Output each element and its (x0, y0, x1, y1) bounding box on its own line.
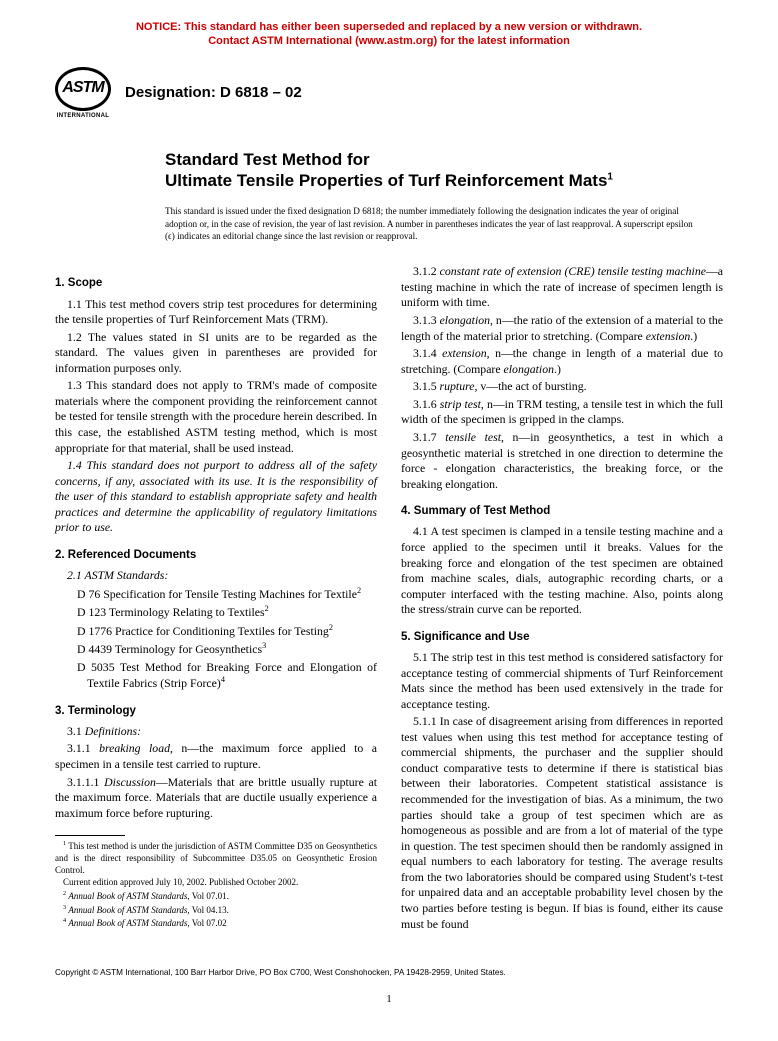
footnote-2: 2 Annual Book of ASTM Standards, Vol 07.… (55, 890, 377, 903)
header: ASTM INTERNATIONAL Designation: D 6818 –… (55, 63, 723, 123)
def-strip-test: 3.1.6 strip test, n—in TRM testing, a te… (401, 397, 723, 428)
title-line2: Ultimate Tensile Properties of Turf Rein… (165, 170, 723, 191)
para-1-3: 1.3 This standard does not apply to TRM'… (55, 378, 377, 456)
def-tensile-test: 3.1.7 tensile test, n—in geosynthetics, … (401, 430, 723, 492)
ref-d5035: D 5035 Test Method for Breaking Force an… (77, 660, 377, 692)
footnote-1b: Current edition approved July 10, 2002. … (55, 877, 377, 889)
notice-line1: NOTICE: This standard has either been su… (136, 21, 642, 33)
def-discussion: 3.1.1.1 Discussion—Materials that are br… (55, 775, 377, 822)
para-1-1: 1.1 This test method covers strip test p… (55, 297, 377, 328)
para-1-4: 1.4 This standard does not purport to ad… (55, 458, 377, 536)
right-column: 3.1.2 constant rate of extension (CRE) t… (401, 264, 723, 934)
def-extension: 3.1.4 extension, n—the change in length … (401, 346, 723, 377)
logo-text: ASTM (55, 67, 111, 111)
scope-heading: 1. Scope (55, 276, 377, 291)
para-5-1-1: 5.1.1 In case of disagreement arising fr… (401, 714, 723, 932)
notice-banner: NOTICE: This standard has either been su… (55, 20, 723, 49)
title-block: Standard Test Method for Ultimate Tensil… (165, 149, 723, 192)
page-number: 1 (55, 993, 723, 1005)
copyright-line: Copyright © ASTM International, 100 Barr… (55, 968, 723, 977)
designation: Designation: D 6818 – 02 (125, 84, 302, 101)
significance-heading: 5. Significance and Use (401, 630, 723, 645)
term-sub: 3.1 Definitions: (55, 724, 377, 740)
left-column: 1. Scope 1.1 This test method covers str… (55, 264, 377, 934)
para-4-1: 4.1 A test specimen is clamped in a tens… (401, 524, 723, 617)
notice-line2: Contact ASTM International (www.astm.org… (208, 35, 570, 47)
astm-logo: ASTM INTERNATIONAL (55, 63, 111, 123)
body-columns: 1. Scope 1.1 This test method covers str… (55, 264, 723, 934)
issuance-note: This standard is issued under the fixed … (165, 205, 693, 242)
ref-d4439: D 4439 Terminology for Geosynthetics3 (77, 641, 377, 657)
def-rupture: 3.1.5 rupture, v—the act of bursting. (401, 379, 723, 395)
footnote-3: 3 Annual Book of ASTM Standards, Vol 04.… (55, 904, 377, 917)
title-line1: Standard Test Method for (165, 149, 723, 170)
ref-d1776: D 1776 Practice for Conditioning Textile… (77, 623, 377, 639)
para-5-1: 5.1 The strip test in this test method i… (401, 650, 723, 712)
footnote-rule (55, 835, 125, 836)
ref-d76: D 76 Specification for Tensile Testing M… (77, 586, 377, 602)
refdocs-sub: 2.1 ASTM Standards: (55, 568, 377, 584)
def-elongation: 3.1.3 elongation, n—the ratio of the ext… (401, 313, 723, 344)
footnotes: 1 This test method is under the jurisdic… (55, 840, 377, 930)
footnote-4: 4 Annual Book of ASTM Standards, Vol 07.… (55, 917, 377, 930)
summary-heading: 4. Summary of Test Method (401, 504, 723, 519)
refdocs-heading: 2. Referenced Documents (55, 548, 377, 563)
logo-subtext: INTERNATIONAL (57, 113, 109, 119)
terminology-heading: 3. Terminology (55, 704, 377, 719)
ref-d123: D 123 Terminology Relating to Textiles2 (77, 604, 377, 620)
footnote-1: 1 This test method is under the jurisdic… (55, 840, 377, 876)
para-1-2: 1.2 The values stated in SI units are to… (55, 330, 377, 377)
def-breaking-load: 3.1.1 breaking load, n—the maximum force… (55, 741, 377, 772)
def-cre: 3.1.2 constant rate of extension (CRE) t… (401, 264, 723, 311)
